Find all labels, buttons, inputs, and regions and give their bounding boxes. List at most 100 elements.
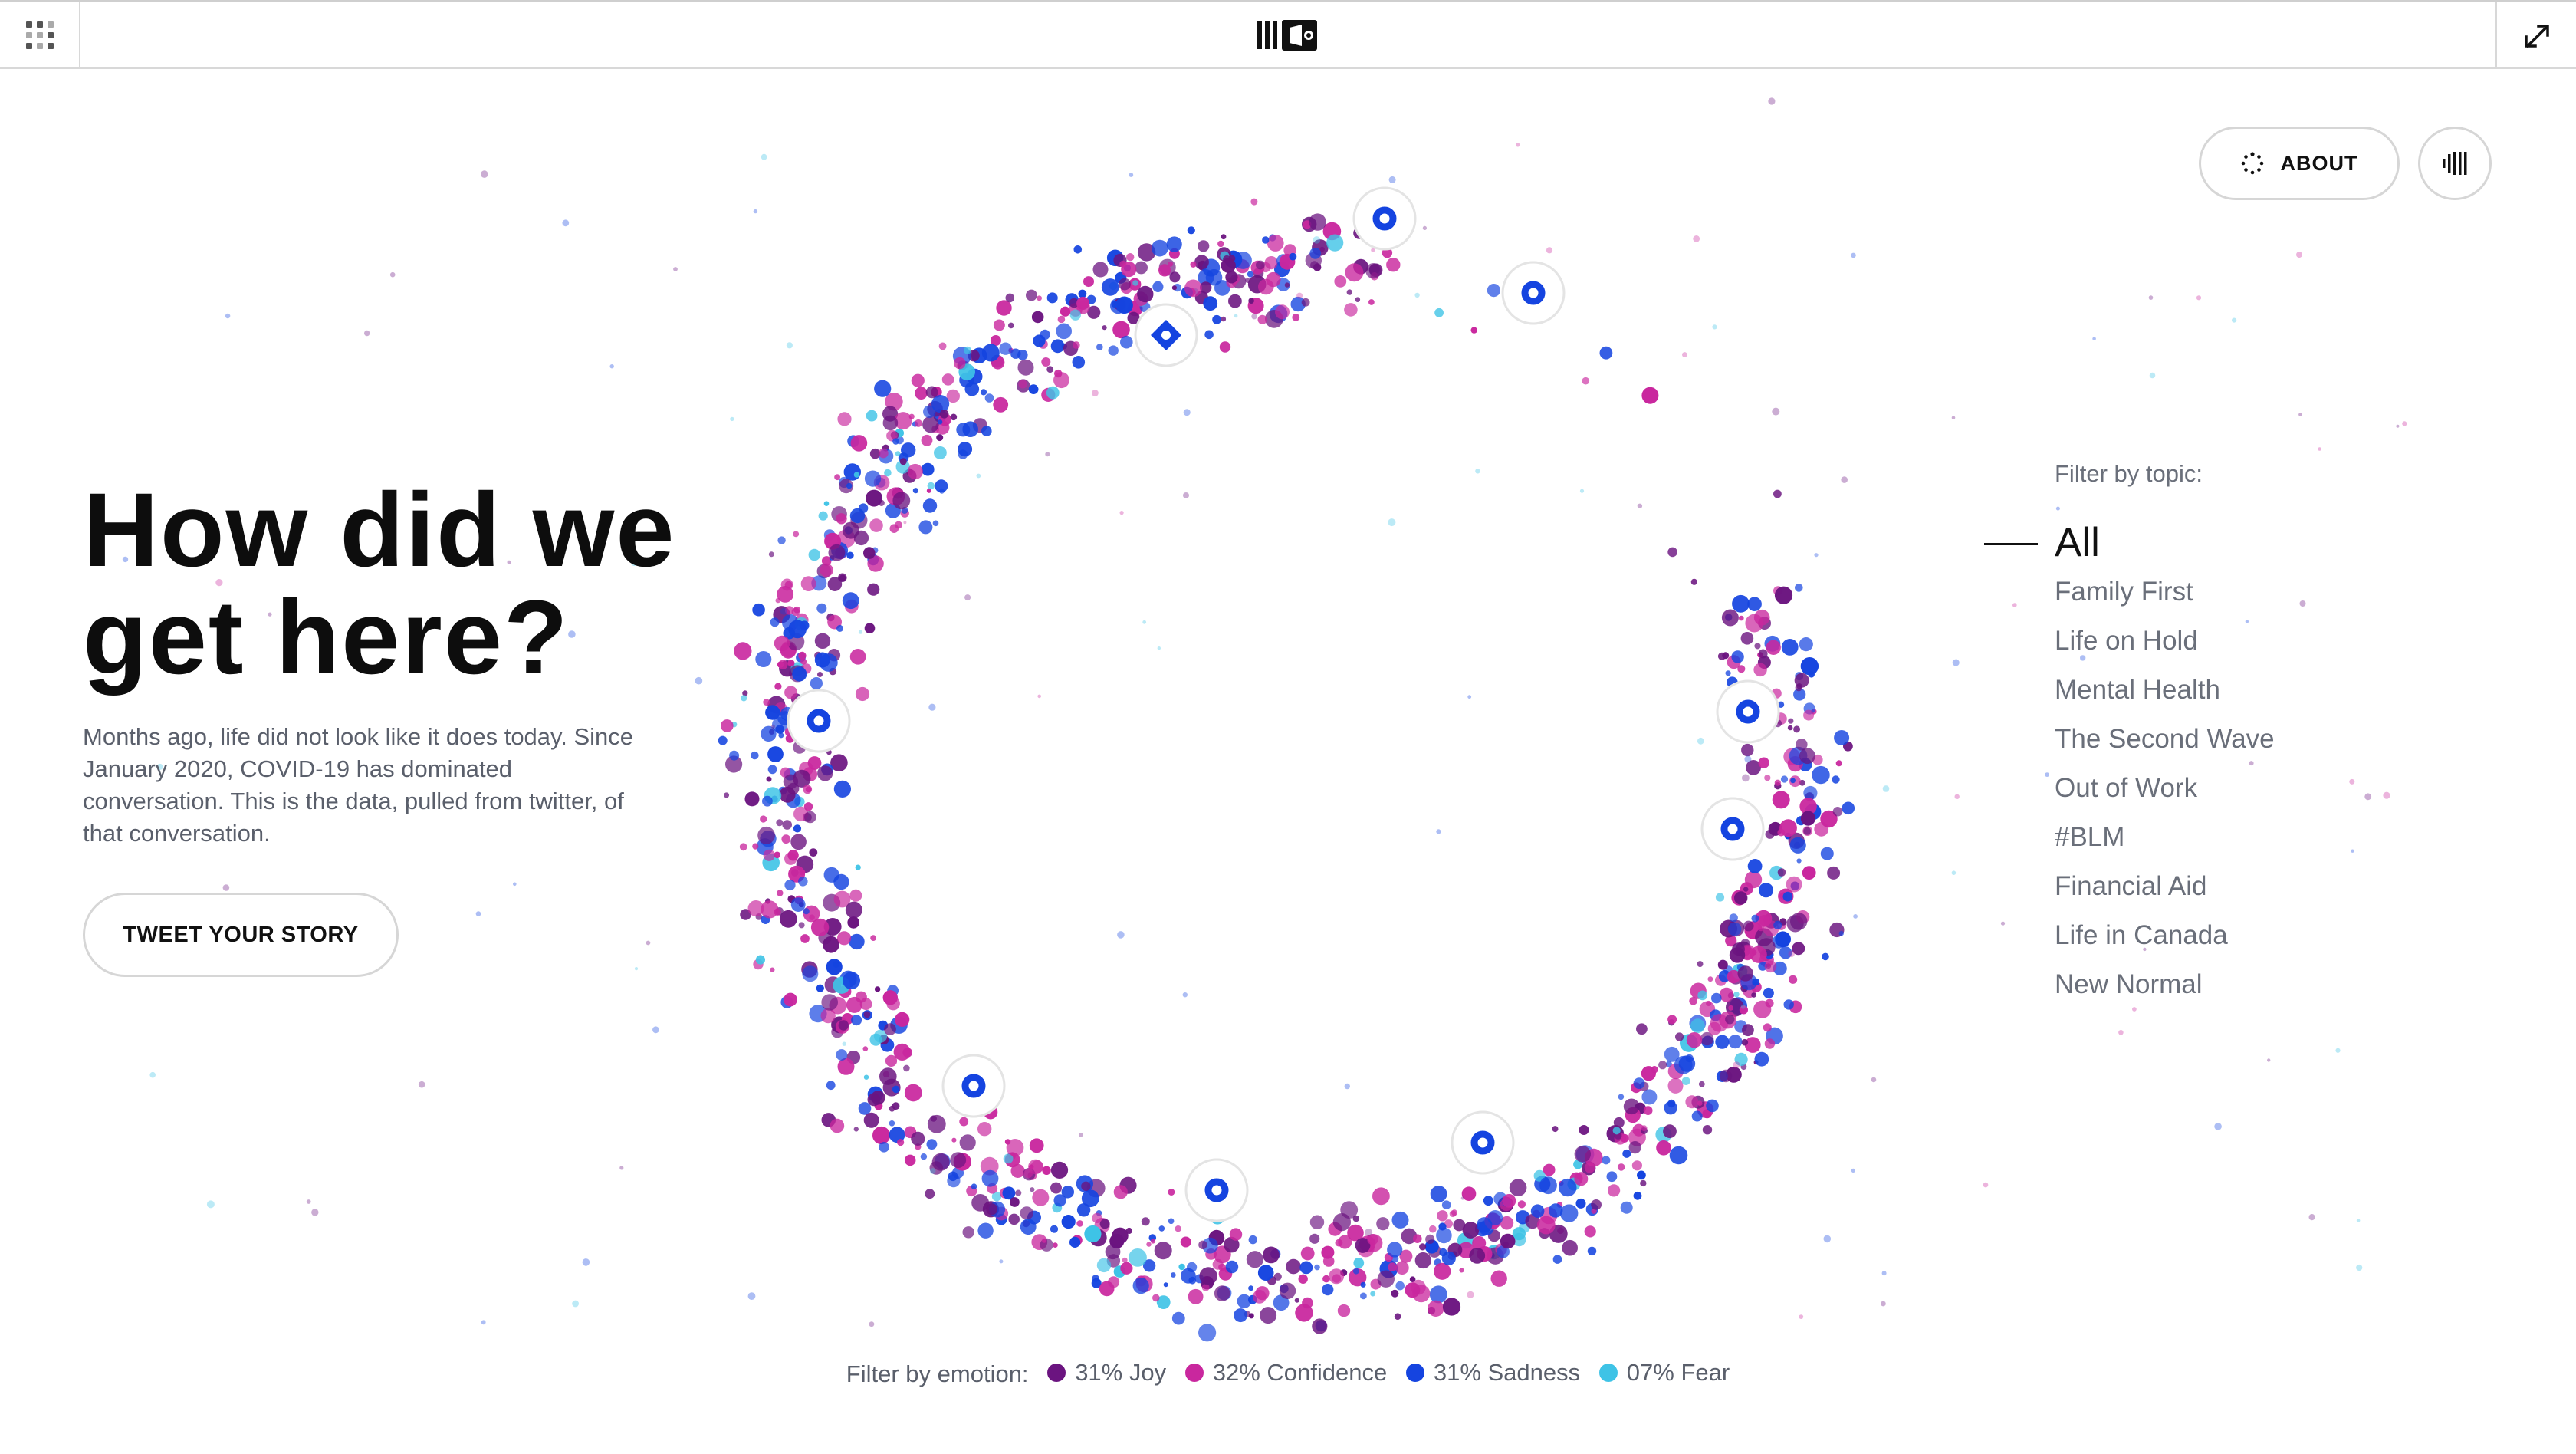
ambient-particle bbox=[1841, 476, 1848, 483]
fear-swatch bbox=[1598, 1364, 1618, 1382]
fullscreen-button[interactable] bbox=[2496, 2, 2576, 69]
story-point-icon[interactable] bbox=[1451, 1110, 1515, 1175]
emotion-particle bbox=[851, 1015, 863, 1026]
emotion-particle bbox=[1783, 999, 1794, 1010]
emotion-particle bbox=[971, 1194, 989, 1212]
emotion-particle bbox=[934, 446, 947, 459]
emotion-particle bbox=[895, 451, 901, 456]
story-point-icon[interactable] bbox=[1501, 261, 1566, 325]
emotion-particle bbox=[1669, 1146, 1688, 1165]
emotion-particle bbox=[889, 1120, 895, 1127]
emotion-particle bbox=[734, 642, 752, 660]
emotion-particle bbox=[1743, 920, 1754, 932]
topic-mental-health[interactable]: Mental Health bbox=[2055, 675, 2220, 705]
emotion-joy[interactable]: 31% Joy bbox=[1047, 1359, 1166, 1387]
emotion-particle bbox=[1442, 1298, 1461, 1316]
emotion-particle bbox=[766, 776, 772, 782]
emotion-particle bbox=[867, 555, 884, 572]
emotion-particle bbox=[1842, 801, 1855, 815]
ambient-particle bbox=[1475, 469, 1480, 474]
topic-financial-aid[interactable]: Financial Aid bbox=[2055, 871, 2207, 901]
emotion-particle bbox=[799, 620, 810, 630]
tweet-your-story-button[interactable]: TWEET YOUR STORY bbox=[83, 893, 399, 977]
emotion-particle bbox=[779, 910, 797, 928]
emotion-particle bbox=[884, 469, 892, 477]
emotion-particle bbox=[1050, 1225, 1059, 1233]
topic-blm[interactable]: #BLM bbox=[2055, 822, 2125, 852]
nfb-onf-logo[interactable] bbox=[1256, 18, 1320, 52]
emotion-particle bbox=[892, 438, 899, 445]
story-point-icon[interactable] bbox=[1716, 679, 1780, 744]
story-point-icon[interactable] bbox=[1700, 797, 1765, 861]
emotion-particle bbox=[869, 518, 883, 532]
ambient-particle bbox=[1251, 314, 1257, 320]
emotion-particle bbox=[1740, 632, 1754, 645]
emotion-particle bbox=[1743, 887, 1749, 892]
emotion-particle bbox=[1083, 276, 1094, 288]
emotion-particle bbox=[1796, 858, 1802, 864]
emotion-confidence[interactable]: 32% Confidence bbox=[1184, 1359, 1387, 1387]
topic-family-first[interactable]: Family First bbox=[2055, 577, 2193, 607]
topic-the-second-wave[interactable]: The Second Wave bbox=[2055, 724, 2275, 754]
story-point-icon[interactable] bbox=[787, 689, 851, 753]
emotion-particle bbox=[776, 819, 784, 827]
emotion-particle bbox=[1781, 639, 1799, 656]
emotion-particle bbox=[903, 1064, 910, 1072]
grid-menu-button[interactable] bbox=[0, 2, 80, 69]
emotion-particle bbox=[837, 931, 852, 946]
emotion-particle bbox=[932, 395, 950, 413]
emotion-particle bbox=[1737, 965, 1753, 982]
emotion-particle bbox=[1310, 261, 1319, 270]
ambient-particle bbox=[1983, 1182, 1989, 1188]
ambient-particle bbox=[1682, 352, 1687, 357]
emotion-particle bbox=[1812, 765, 1830, 785]
ambient-particle bbox=[610, 364, 614, 369]
topic-life-in-canada[interactable]: Life in Canada bbox=[2055, 920, 2228, 950]
emotion-sadness[interactable]: 31% Sadness bbox=[1405, 1359, 1580, 1387]
emotion-fear[interactable]: 07% Fear bbox=[1598, 1359, 1730, 1387]
topic-all[interactable]: All bbox=[1984, 518, 2275, 567]
topic-out-of-work[interactable]: Out of Work bbox=[2055, 773, 2198, 803]
emotion-particle bbox=[787, 660, 795, 667]
ambient-particle bbox=[2214, 1123, 2222, 1130]
emotion-particle bbox=[1543, 1163, 1556, 1176]
emotion-particle bbox=[1178, 1263, 1185, 1271]
emotion-ring-visualization[interactable] bbox=[0, 69, 2576, 1454]
ambient-particle bbox=[999, 1259, 1004, 1264]
ambient-particle bbox=[1422, 225, 1427, 230]
diamond-story-icon[interactable] bbox=[1134, 303, 1198, 367]
emotion-particle bbox=[1733, 992, 1740, 998]
emotion-particle bbox=[1641, 1125, 1648, 1132]
emotion-particle bbox=[816, 603, 827, 614]
emotion-particle bbox=[1459, 1268, 1464, 1273]
emotion-particle bbox=[1180, 1236, 1191, 1248]
topic-life-on-hold[interactable]: Life on Hold bbox=[2055, 626, 2198, 656]
emotion-particle bbox=[1004, 1139, 1011, 1145]
emotion-particle bbox=[1469, 1248, 1486, 1264]
sound-toggle-button[interactable] bbox=[2418, 127, 2492, 200]
story-point-icon[interactable] bbox=[941, 1054, 1006, 1118]
emotion-particle bbox=[864, 623, 876, 633]
emotion-particle bbox=[1758, 649, 1768, 659]
emotion-particle bbox=[1349, 1268, 1367, 1287]
emotion-particle bbox=[1087, 305, 1101, 319]
emotion-particle bbox=[768, 551, 774, 558]
emotion-particle bbox=[870, 935, 876, 941]
emotion-particle bbox=[1072, 341, 1080, 349]
about-button[interactable]: ABOUT bbox=[2199, 127, 2400, 200]
emotion-particle bbox=[1453, 1219, 1466, 1232]
ambient-particle bbox=[150, 1071, 156, 1078]
emotion-particle bbox=[1201, 1284, 1210, 1291]
topic-new-normal[interactable]: New Normal bbox=[2055, 969, 2203, 999]
emotion-particle bbox=[1309, 213, 1326, 231]
emotion-particle bbox=[867, 583, 880, 596]
story-point-icon[interactable] bbox=[1184, 1158, 1249, 1222]
story-point-icon[interactable] bbox=[1352, 186, 1417, 251]
emotion-particle bbox=[1502, 1194, 1516, 1208]
emotion-particle bbox=[956, 423, 971, 437]
emotion-particle bbox=[1234, 1308, 1248, 1323]
emotion-particle bbox=[867, 1093, 881, 1107]
emotion-particle bbox=[1391, 1289, 1399, 1298]
emotion-particle bbox=[1170, 1272, 1176, 1278]
emotion-particle bbox=[863, 1011, 871, 1018]
